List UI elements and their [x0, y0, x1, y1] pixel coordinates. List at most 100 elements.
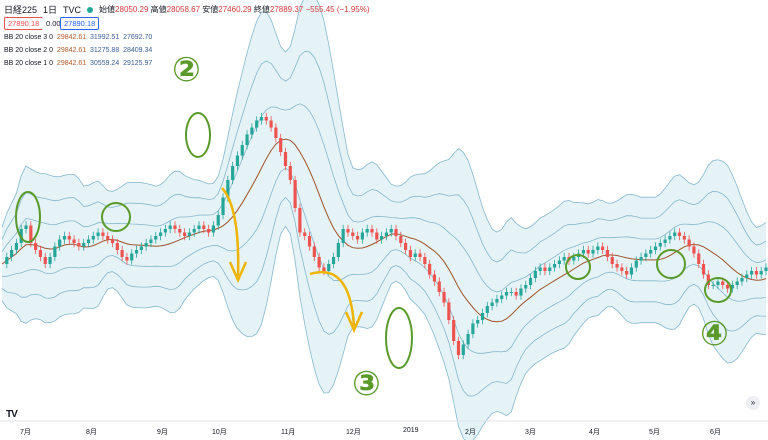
candle-body	[221, 197, 225, 215]
x-axis-tick: 7月	[20, 429, 31, 436]
tradingview-logo[interactable]: TV	[6, 409, 18, 420]
candle-body	[471, 323, 475, 334]
indicator-legend[interactable]: BB 20 close 2 0 29842.61 31275.88 28409.…	[4, 47, 153, 54]
candle-body	[293, 180, 297, 208]
candle-body	[754, 271, 758, 275]
market-status-icon	[87, 6, 94, 13]
candle-body	[82, 243, 86, 247]
ohlc-values: 始値28050.29 高値28058.67 安値27460.29 終値27889…	[99, 5, 370, 14]
candle-body	[29, 225, 33, 243]
candle-body	[360, 232, 364, 240]
x-axis-tick: 4月	[589, 429, 600, 436]
sell-button[interactable]: 27890.18	[4, 17, 44, 30]
x-axis-tick: 3月	[525, 429, 536, 436]
candle-body	[620, 267, 624, 271]
candle-body	[331, 257, 336, 264]
candle-body	[428, 264, 432, 275]
candle-body	[399, 236, 403, 243]
candle-body	[322, 267, 326, 271]
candle-body	[759, 271, 763, 275]
candle-body	[34, 243, 38, 250]
indicator-legend[interactable]: BB 20 close 1 0 29842.61 30559.24 29125.…	[4, 60, 153, 67]
candle-body	[452, 320, 456, 341]
x-axis-tick: 2月	[465, 429, 476, 436]
candle-body	[154, 236, 158, 240]
candle-body	[58, 239, 62, 247]
candle-body	[207, 229, 211, 233]
candle-body	[48, 257, 52, 264]
highlight-circle	[656, 249, 686, 279]
x-axis-tick: 8月	[86, 429, 97, 436]
indicator-legend[interactable]: BB 20 close 3 0 29842.61 31992.51 27692.…	[4, 34, 153, 41]
candle-body	[115, 243, 119, 250]
candle-body	[721, 281, 725, 285]
candle-body	[625, 271, 629, 275]
candle-body	[730, 285, 734, 289]
candle-body	[317, 257, 321, 268]
candle-body	[370, 229, 374, 233]
candle-body	[351, 232, 355, 236]
candle-body	[601, 246, 605, 250]
annotation-two: ②	[172, 50, 201, 90]
candle-body	[725, 285, 730, 289]
candle-body	[591, 250, 595, 254]
candle-body	[178, 229, 182, 233]
candle-body	[610, 257, 614, 264]
annotations-layer	[15, 112, 732, 369]
x-axis-tick: 6月	[710, 429, 721, 436]
candle-body	[404, 243, 408, 250]
candle-body	[476, 320, 480, 324]
candle-body	[456, 341, 461, 355]
candle-body	[706, 274, 710, 285]
candle-body	[490, 302, 494, 306]
downtrend-arrow-head	[228, 261, 248, 284]
candle-body	[673, 232, 677, 236]
candle-body	[211, 225, 216, 233]
candle-body	[163, 229, 167, 233]
candle-body	[629, 267, 634, 275]
buy-button[interactable]: 27890.18	[60, 17, 100, 30]
interval-label[interactable]: 1日	[43, 5, 58, 15]
candle-body	[639, 257, 643, 261]
candle-body	[634, 260, 638, 268]
candle-body	[149, 239, 153, 243]
candle-body	[283, 152, 288, 166]
candle-body	[130, 253, 134, 261]
x-axis-tick: 2019	[403, 427, 419, 434]
candle-body	[432, 274, 437, 282]
candle-body	[5, 257, 9, 264]
bollinger-band-line	[1, 225, 767, 440]
candle-body	[72, 239, 76, 243]
candle-body	[10, 250, 14, 257]
candle-body	[86, 239, 91, 243]
downtrend-arrow-head	[344, 311, 364, 334]
candle-body	[144, 243, 148, 247]
candle-body	[653, 246, 658, 250]
candle-body	[548, 267, 552, 271]
candle-body	[668, 236, 672, 240]
highlight-circle	[185, 112, 211, 158]
candle-body	[509, 292, 513, 293]
scroll-to-latest-icon[interactable]: »	[746, 396, 760, 410]
candle-body	[62, 236, 67, 240]
candle-body	[288, 166, 292, 180]
annotation-four: ④	[700, 314, 729, 354]
candle-body	[572, 257, 576, 261]
candle-body	[264, 117, 268, 121]
candle-body	[442, 292, 446, 303]
candle-body	[365, 229, 369, 233]
candle-body	[552, 264, 557, 268]
candle-body	[581, 250, 586, 254]
bollinger-basis-line	[1, 138, 767, 323]
candle-body	[235, 155, 240, 166]
source-label: TVC	[63, 4, 82, 15]
candle-body	[519, 288, 523, 296]
symbol-name[interactable]: 日経225	[4, 5, 38, 15]
candle-body	[495, 299, 499, 303]
candle-body	[423, 257, 427, 264]
candle-body	[557, 260, 561, 264]
candle-body	[716, 281, 720, 285]
candle-body	[615, 264, 619, 268]
candle-body	[182, 232, 187, 236]
